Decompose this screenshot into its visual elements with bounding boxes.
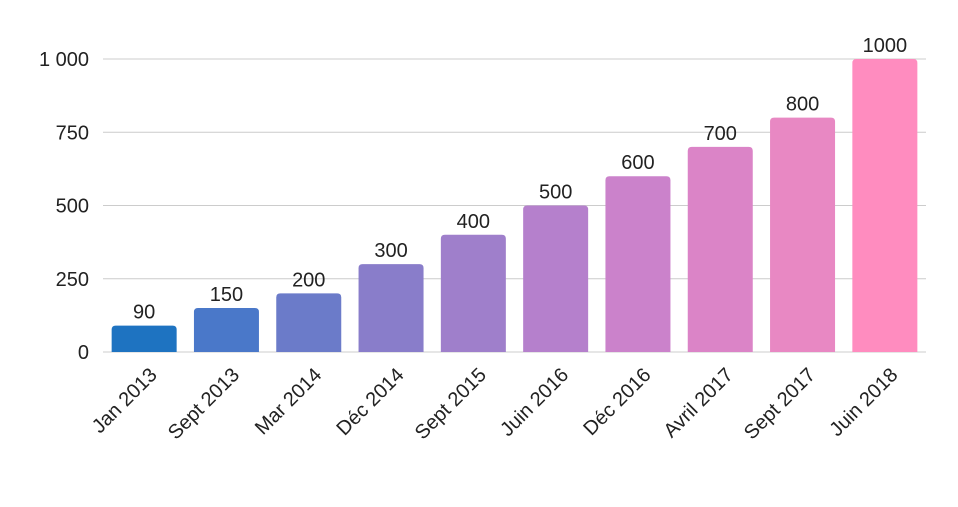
bar: [605, 176, 671, 352]
y-tick-label: 500: [56, 196, 89, 218]
x-axis-categories: Jan 2013 Sept 2013 Mar 2014 Déc 2014 Sept 20…: [88, 364, 902, 444]
data-label: 400: [457, 211, 490, 233]
bar: [852, 59, 918, 352]
x-category-label: Juin 2018: [825, 364, 902, 441]
data-label: 90: [133, 302, 155, 324]
data-label: 1000: [863, 35, 908, 57]
data-label: 300: [374, 240, 407, 262]
data-label: 800: [786, 94, 819, 116]
y-tick-label: 250: [56, 269, 89, 291]
x-category-label: Déc 2016: [579, 364, 655, 440]
bar: [770, 117, 836, 352]
x-category-label: Sept 2017: [740, 364, 820, 444]
x-category-label: Déc 2014: [332, 364, 408, 440]
bar: [193, 308, 259, 352]
y-tick-label: 750: [56, 122, 89, 144]
data-label: 500: [539, 182, 572, 204]
bar: [358, 264, 424, 352]
data-label: 200: [292, 269, 325, 291]
bars: [111, 59, 918, 352]
data-label: 700: [704, 123, 737, 145]
x-category-label: Sept 2013: [164, 364, 244, 444]
y-tick-label: 1 000: [39, 49, 89, 71]
x-category-label: Mar 2014: [251, 364, 326, 439]
x-category-label: Jan 2013: [88, 364, 162, 438]
data-labels: 90 150 200 300 400 500 600 700 800 1000: [133, 35, 907, 324]
data-label: 600: [621, 152, 654, 174]
x-category-label: Juin 2016: [496, 364, 573, 441]
bar: [276, 293, 342, 352]
bar: [523, 205, 589, 352]
y-tick-label: 0: [78, 342, 89, 364]
x-category-label: Avril 2017: [660, 364, 738, 442]
bar: [440, 234, 506, 352]
x-category-label: Sept 2015: [411, 364, 491, 444]
y-axis-ticks: 0 250 500 750 1 000: [39, 49, 89, 364]
bar: [687, 146, 753, 352]
bar: [111, 325, 177, 352]
data-label: 150: [210, 284, 243, 306]
